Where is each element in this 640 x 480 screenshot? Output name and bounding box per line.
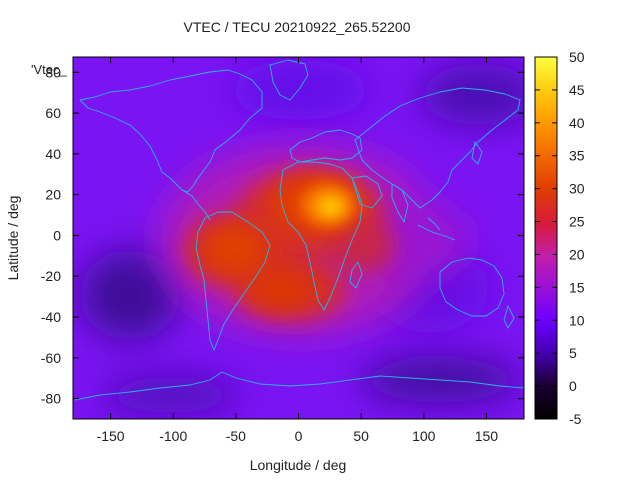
vtec-heatmap (73, 57, 524, 419)
colorbar-tick-label: -5 (569, 411, 582, 427)
colorbar-tick-label: 30 (569, 181, 585, 197)
x-tick-label: -150 (97, 428, 125, 444)
colorbar: -5 0 5 10 15 20 25 30 35 40 45 50 (534, 49, 585, 427)
x-tick-label: 150 (475, 428, 499, 444)
colorbar-tick-label: 50 (569, 49, 585, 65)
y-tick-label: 60 (45, 105, 61, 121)
colorbar-gradient (534, 56, 558, 420)
colorbar-ticks: -5 0 5 10 15 20 25 30 35 40 45 50 (535, 49, 585, 427)
y-tick-label: -60 (41, 350, 61, 366)
x-axis: -150 -100 -50 0 50 100 150 (97, 57, 499, 444)
y-tick-label: -80 (41, 391, 61, 407)
y-tick-label: 40 (45, 146, 61, 162)
colorbar-tick-label: 35 (569, 148, 585, 164)
colorbar-tick-label: 10 (569, 312, 585, 328)
y-tick-label: 0 (53, 227, 61, 243)
x-tick-label: -50 (226, 428, 246, 444)
y-tick-label: 20 (45, 187, 61, 203)
colorbar-tick-label: 15 (569, 279, 585, 295)
x-tick-label: 0 (295, 428, 303, 444)
y-axis: -80 -60 -40 -20 0 20 40 60 80 (41, 64, 524, 407)
x-axis-label: Longitude / deg (250, 457, 347, 473)
coastlines (74, 59, 524, 401)
colorbar-tick-label: 5 (569, 345, 577, 361)
chart-title: VTEC / TECU 20210922_265.52200 (183, 19, 410, 35)
colorbar-tick-label: 0 (569, 378, 577, 394)
colorbar-tick-label: 40 (569, 115, 585, 131)
series-label: 'Vtec_ (31, 62, 67, 77)
x-tick-label: 50 (353, 428, 369, 444)
y-axis-label: Latitude / deg (5, 196, 21, 281)
colorbar-tick-label: 45 (569, 82, 585, 98)
y-tick-label: -40 (41, 309, 61, 325)
y-tick-label: 80 (45, 64, 61, 80)
x-tick-label: 100 (412, 428, 436, 444)
x-tick-label: -100 (159, 428, 187, 444)
colorbar-tick-label: 25 (569, 214, 585, 230)
y-tick-label: -20 (41, 268, 61, 284)
colorbar-tick-label: 20 (569, 246, 585, 262)
